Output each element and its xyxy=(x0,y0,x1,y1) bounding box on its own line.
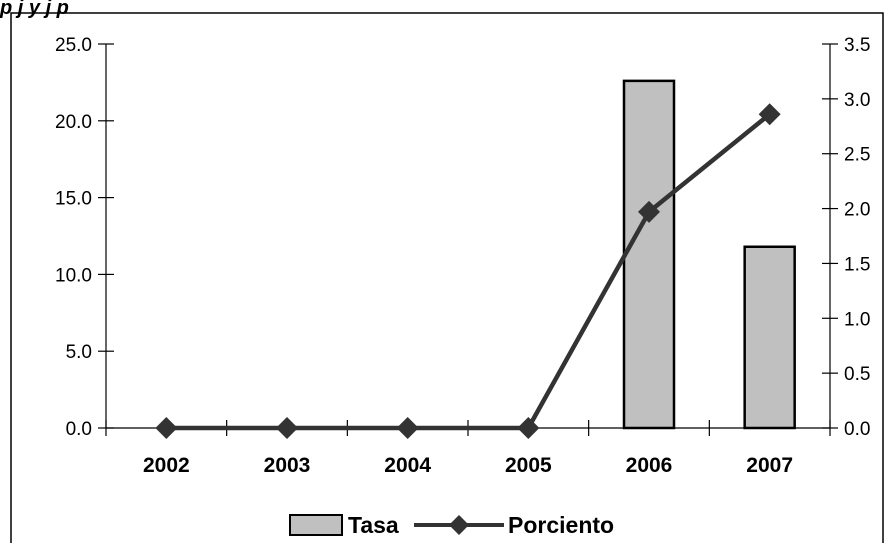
right-axis-tick-label: 1.0 xyxy=(844,309,870,330)
right-axis-tick-label: 0.5 xyxy=(844,364,870,385)
bar xyxy=(743,245,796,430)
bar xyxy=(622,79,676,430)
legend-marker-porciento xyxy=(449,515,469,535)
legend-label-tasa: Tasa xyxy=(348,512,399,538)
line-series-porciento xyxy=(155,103,781,439)
left-axis-tick-label: 25.0 xyxy=(55,35,92,56)
x-axis-category-label: 2003 xyxy=(264,454,311,477)
left-axis-tick-label: 20.0 xyxy=(55,112,92,133)
left-axis-tick-label: 0.0 xyxy=(66,419,92,440)
line-point-marker xyxy=(276,417,298,439)
right-axis-tick-label: 1.5 xyxy=(844,254,870,275)
legend: Tasa Porciento xyxy=(289,512,614,538)
legend-label-porciento: Porciento xyxy=(508,512,614,538)
line-point-marker xyxy=(517,417,540,439)
right-axis-tick-label: 0.0 xyxy=(844,419,870,440)
right-axis-tick-label: 2.5 xyxy=(844,145,870,166)
line-point-marker xyxy=(638,200,660,223)
legend-swatch-tasa xyxy=(289,514,343,536)
line-point-marker xyxy=(758,103,781,126)
x-axis-category-label: 2004 xyxy=(384,454,431,477)
bar-series-tasa xyxy=(622,79,796,430)
series-line xyxy=(166,112,772,431)
x-axis-category-label: 2006 xyxy=(626,454,673,477)
right-axis-tick-label: 3.5 xyxy=(844,35,870,56)
right-axis-tick-label: 2.0 xyxy=(844,200,870,221)
right-y-axis: 0.0 0.5 1.0 1.5 2.0 2.5 3.0 3.5 xyxy=(822,35,870,440)
left-axis-tick-label: 10.0 xyxy=(55,265,92,286)
left-y-axis: 0.0 5.0 10.0 15.0 20.0 25.0 xyxy=(55,35,114,440)
right-axis-tick-label: 3.0 xyxy=(844,90,870,111)
cropped-title: p j y j p xyxy=(0,0,69,19)
left-axis-tick-label: 5.0 xyxy=(66,342,92,363)
left-axis-tick-label: 15.0 xyxy=(55,189,92,210)
x-axis-category-label: 2002 xyxy=(143,454,190,477)
x-axis-category-label: 2005 xyxy=(505,454,552,477)
line-point-marker xyxy=(396,417,419,439)
line-point-marker xyxy=(155,417,178,439)
x-axis-category-label: 2007 xyxy=(746,454,793,477)
